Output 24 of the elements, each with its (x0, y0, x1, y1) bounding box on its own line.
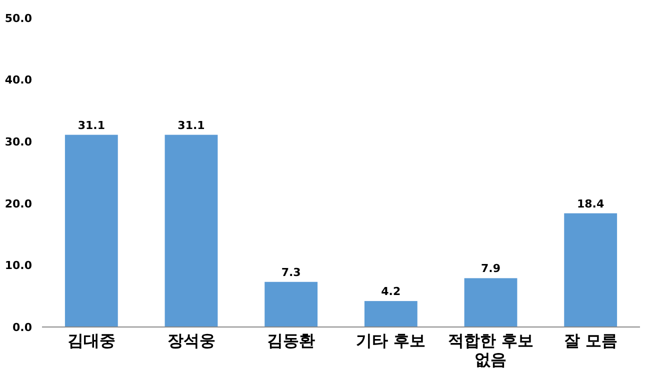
x-tick-label: 적합한 후보 없음 (448, 331, 534, 369)
bar (64, 134, 118, 327)
bar (364, 301, 418, 327)
data-label: 31.1 (178, 118, 205, 132)
data-label: 31.1 (78, 118, 105, 132)
bar (564, 213, 618, 327)
y-tick-label: 20.0 (4, 197, 32, 210)
x-tick-label: 기타 후보 (356, 331, 426, 350)
data-label: 18.4 (577, 197, 604, 210)
y-tick-label: 30.0 (4, 135, 32, 148)
data-label: 7.9 (481, 262, 500, 276)
x-tick-label: 김대중 (67, 331, 116, 350)
x-tick-label: 잘 모름 (564, 331, 618, 350)
y-tick-label: 40.0 (4, 74, 32, 87)
y-tick-label: 0.0 (12, 320, 32, 334)
data-label: 7.3 (281, 266, 301, 279)
bar (264, 282, 318, 327)
x-tick-label: 김동환 (267, 331, 316, 350)
y-tick-label: 10.0 (4, 259, 32, 272)
data-label: 4.2 (381, 285, 401, 298)
bar (164, 134, 218, 327)
bar (464, 278, 518, 327)
y-tick-label: 50.0 (4, 12, 32, 25)
x-tick-label: 장석웅 (167, 331, 216, 350)
